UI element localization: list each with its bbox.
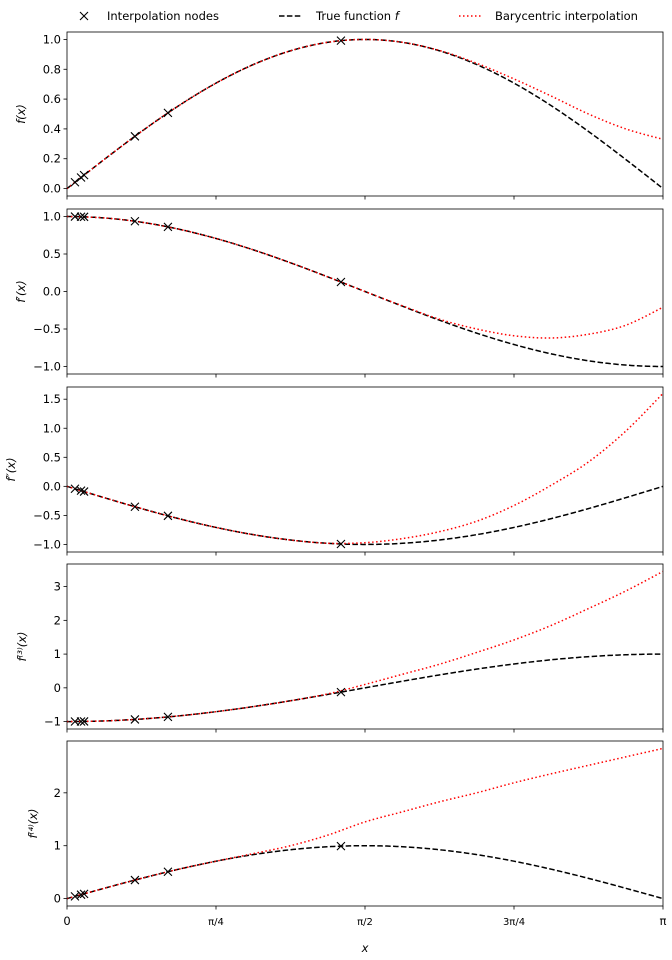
x-tick-label: 0 [63,914,70,928]
subplot-4: −1 0 1 2 3 f⁽³⁾(x) [15,563,664,733]
y-tick-label: 1.0 [43,32,61,46]
interpolation-node [70,177,80,187]
interpolation-node [336,539,346,549]
legend-label-italic: f [395,9,401,23]
y-axis-label: f⁽⁴⁾(x) [26,808,40,838]
interpolation-node [79,717,89,726]
interpolation-node [163,511,173,521]
legend-entry-nodes: Interpolation nodes [79,9,219,23]
y-axis-label: f″(x) [4,457,18,481]
plot-area [67,36,663,190]
barycentric-interpolation-line [67,747,663,900]
y-tick-label: −0.5 [33,322,61,336]
interpolation-node [79,889,89,899]
interpolation-node [130,715,140,724]
y-tick-label: 0.5 [43,247,61,261]
interpolation-node [130,131,140,141]
interpolation-node [130,502,140,512]
subplot-1: 0.0 0.2 0.4 0.6 0.8 1.0 f(x) [14,31,664,200]
y-tick-label: −1.0 [33,360,61,374]
y-tick-label: 0.6 [43,92,61,106]
legend-label: Interpolation nodes [107,9,219,23]
interpolation-node [130,875,140,885]
y-axis-label: f′(x) [14,280,28,302]
y-tick-label: 3 [54,580,61,594]
subplot-5: 0 1 2 0 π/4 π/2 3π/4 π f⁽⁴⁾(x) [26,740,667,928]
axes-frame [66,31,664,197]
plot-area [67,747,663,901]
interpolation-node [76,717,86,726]
barycentric-interpolation-line [67,215,663,339]
axes-frame [66,386,664,553]
interpolation-node [79,170,89,180]
axes-frame [66,740,664,907]
y-tick-label: 0.5 [43,450,61,464]
y-tick-label: −1.0 [33,537,61,551]
y-tick-label: 0.0 [43,479,61,493]
subplot-3: −1.0 −0.5 0.0 0.5 1.0 1.5 f″(x) [4,386,664,556]
plot-area [67,570,663,726]
interpolation-node [336,687,346,697]
y-tick-label: 2 [54,786,61,800]
interpolation-node [79,212,89,222]
axes-frame [66,563,664,730]
y-tick-label: 0 [54,681,61,695]
plot-area [67,392,663,549]
legend-entry-barycentric: Barycentric interpolation [459,9,638,23]
interpolation-node [163,712,173,722]
x-axis-label: x [361,941,369,955]
x-tick-label: π/2 [357,917,373,928]
interpolation-node [163,108,173,118]
legend: Interpolation nodes True function f Baryce… [79,9,638,23]
interpolation-node [76,486,86,496]
true-function-line [67,653,663,723]
barycentric-interpolation-line [67,38,663,190]
interpolation-node [163,222,173,232]
interpolation-node [336,841,346,851]
true-function-line [67,485,663,546]
axes-frame [66,208,664,375]
interpolation-node [336,36,346,46]
y-axis-label: f⁽³⁾(x) [15,631,29,661]
interpolation-node [130,216,140,226]
y-tick-label: 0.0 [43,182,61,196]
legend-x-marker [79,11,89,21]
x-tick-label: π/4 [208,917,224,928]
y-tick-label: 1.0 [43,421,61,435]
interpolation-node [70,484,80,494]
y-tick-label: 1 [54,839,61,853]
y-tick-label: 0.8 [43,62,61,76]
barycentric-interpolation-line [67,570,663,723]
legend-label: True function f [315,9,401,23]
interpolation-node [76,212,86,222]
barycentric-interpolation-line [67,392,663,545]
legend-label: Barycentric interpolation [495,9,638,23]
x-tick-label: π [660,914,667,928]
y-tick-label: 0.0 [43,285,61,299]
y-axis-label: f(x) [14,104,28,124]
y-tick-label: −0.5 [33,508,61,522]
plot-area [67,212,663,368]
interpolation-node [163,867,173,877]
y-tick-label: 1.0 [43,210,61,224]
true-function-line [67,38,663,190]
interpolation-node [79,487,89,496]
interpolation-node [70,891,80,901]
y-tick-label: −1 [44,715,61,729]
interpolation-node [336,277,346,287]
interpolation-node [76,890,86,900]
true-function-line [67,844,663,900]
y-tick-label: 2 [54,613,61,627]
y-tick-label: 1.5 [43,392,61,406]
legend-entry-true-function: True function f [279,9,401,23]
y-tick-label: 0 [54,892,61,906]
y-tick-label: 0.2 [43,152,61,166]
y-tick-label: 1 [54,647,61,661]
subplot-2: −1.0 −0.5 0.0 0.5 1.0 f′(x) [14,208,664,378]
x-tick-label: 3π/4 [503,917,525,928]
legend-label-text: True function [315,9,395,23]
y-tick-label: 0.4 [43,122,61,136]
